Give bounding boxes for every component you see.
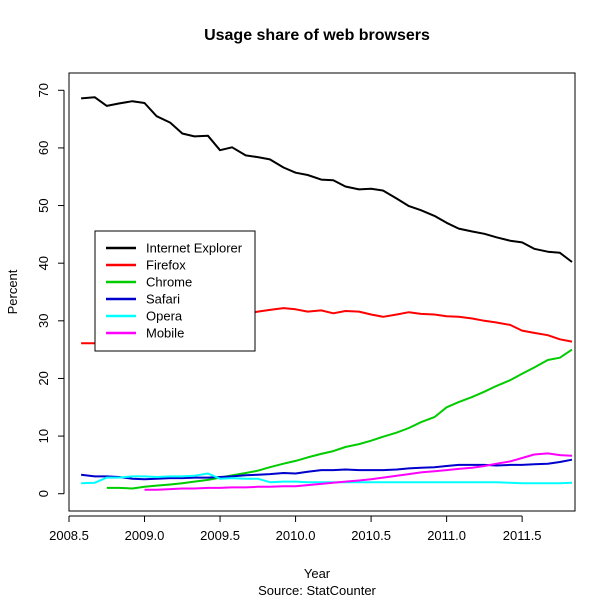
y-axis-label: Percent (5, 269, 20, 314)
y-tick-label: 0 (36, 490, 51, 497)
legend-box (94, 230, 256, 352)
series-line-opera (81, 472, 573, 485)
y-axis: 0 10 20 30 40 50 60 70 (36, 83, 65, 497)
series-line-mobile (144, 452, 573, 491)
x-tick-label: 2011.0 (427, 528, 466, 543)
legend-label: Internet Explorer (146, 241, 243, 256)
y-tick-label: 50 (36, 198, 51, 212)
legend-label: Chrome (146, 275, 192, 290)
y-tick-label: 20 (36, 371, 51, 385)
chart-title: Usage share of web browsers (204, 27, 430, 44)
x-axis-label: Year (304, 566, 331, 581)
y-tick-label: 30 (36, 314, 51, 328)
series-line-chrome (106, 348, 573, 490)
plot-frame (68, 72, 576, 512)
series-line-internet-explorer (81, 96, 573, 263)
y-tick-label: 70 (36, 83, 51, 97)
x-tick-label: 2009.0 (125, 528, 165, 543)
legend-label: Firefox (146, 258, 186, 273)
y-tick-label: 10 (36, 429, 51, 443)
y-tick-label: 60 (36, 141, 51, 155)
legend-label: Safari (146, 292, 180, 307)
legend: Internet Explorer Firefox Chrome Safari Oper… (94, 230, 256, 352)
y-tick-label: 40 (36, 256, 51, 270)
x-tick-label: 2010.0 (276, 528, 316, 543)
legend-label: Mobile (146, 326, 184, 341)
legend-label: Opera (146, 309, 183, 324)
x-tick-label: 2010.5 (351, 528, 391, 543)
x-tick-label: 2011.5 (503, 528, 542, 543)
source-caption: Source: StatCounter (258, 583, 376, 598)
x-axis: 2008.5 2009.0 2009.5 2010.0 2010.5 2011.0 2011… (49, 515, 542, 543)
x-tick-label: 2009.5 (200, 528, 240, 543)
x-tick-label: 2008.5 (49, 528, 89, 543)
